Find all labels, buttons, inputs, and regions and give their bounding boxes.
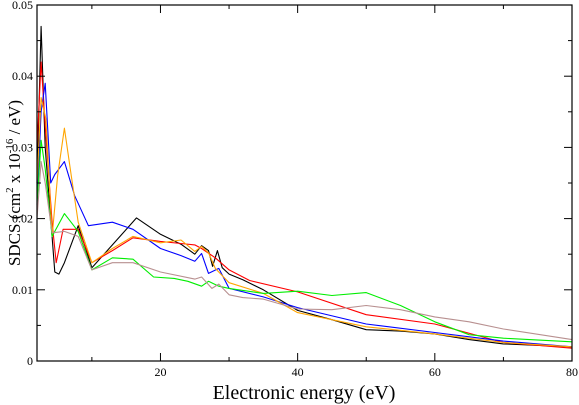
series-layer [36,25,573,349]
x-tick-label: 40 [292,365,304,379]
y-tick-label: 0.04 [12,69,33,83]
x-tick-label: 80 [566,365,578,379]
series-line-6 [36,161,573,341]
y-axis-ticks: 0 0.01 0.02 0.03 0.04 0.05 [12,0,572,368]
x-tick-label: 60 [429,365,441,379]
y-axis-title-sup1: 2 [4,187,16,193]
series-line-3 [36,82,573,348]
y-tick-label: 0.05 [12,0,33,12]
y-tick-label: 0.01 [12,283,33,297]
y-tick-label: 0.02 [12,212,33,226]
y-axis-title-sup2: -16 [4,138,16,153]
y-tick-label: 0.03 [12,140,33,154]
y-tick-label: 0 [27,354,33,368]
y-axis-title-suffix: / eV) [5,100,24,139]
y-axis-title-middle: x 10 [5,153,24,187]
series-line-4 [36,97,573,348]
x-axis-title: Electronic energy (eV) [213,382,396,404]
x-axis-ticks: 20 40 60 80 [91,5,578,379]
y-axis-title-prefix: SDCS (cm [5,193,24,266]
series-line-5 [36,139,573,343]
x-tick-label: 20 [154,365,166,379]
y-axis-title: SDCS (cm2 x 10-16 / eV) [4,100,24,266]
series-line-1 [36,25,573,348]
series-line-2 [36,61,573,349]
plot-frame [36,4,573,362]
